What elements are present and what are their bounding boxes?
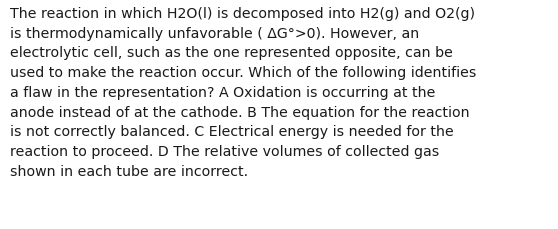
Text: The reaction in which H2O(l) is decomposed into H2(g) and O2(g)
is thermodynamic: The reaction in which H2O(l) is decompos… bbox=[10, 7, 477, 178]
